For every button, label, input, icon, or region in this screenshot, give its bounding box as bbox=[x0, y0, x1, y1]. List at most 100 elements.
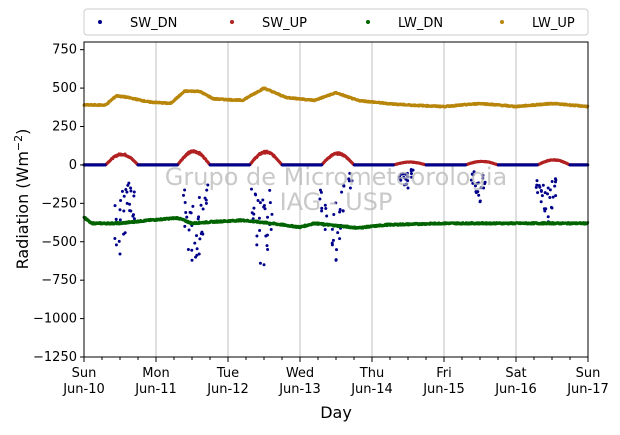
x-tick-label-date: Jun-11 bbox=[134, 382, 177, 397]
SW_DN-point bbox=[334, 248, 338, 252]
SW_DN-point bbox=[193, 241, 197, 245]
SW_DN-point bbox=[536, 191, 540, 195]
SW_DN-point bbox=[187, 228, 191, 232]
SW_DN-point bbox=[199, 203, 203, 207]
SW_DN-point bbox=[190, 258, 194, 262]
watermark-line-1: Grupo de Micrometeorologia bbox=[165, 163, 507, 191]
SW_DN-point bbox=[126, 183, 130, 187]
SW_DN-point bbox=[545, 192, 549, 196]
SW_DN-point bbox=[132, 190, 136, 194]
series-SW_DN bbox=[82, 163, 590, 267]
legend-label-LW_UP: LW_UP bbox=[532, 16, 575, 31]
SW_DN-point bbox=[183, 224, 187, 228]
SW_DN-point bbox=[474, 191, 478, 195]
legend-label-LW_DN: LW_DN bbox=[398, 16, 443, 31]
y-tick-label: −250 bbox=[41, 196, 77, 211]
x-axis-label: Day bbox=[320, 403, 352, 422]
legend-label-SW_DN: SW_DN bbox=[130, 16, 177, 31]
x-tick-label-day: Wed bbox=[286, 366, 314, 381]
SW_DN-point bbox=[103, 163, 107, 167]
x-tick-label-date: Jun-10 bbox=[62, 382, 105, 397]
series-LW_UP bbox=[82, 86, 590, 109]
y-tick-label: 500 bbox=[52, 81, 77, 96]
SW_DN-point bbox=[478, 200, 482, 204]
SW_DN-point bbox=[203, 196, 207, 200]
SW_DN-point bbox=[250, 211, 254, 215]
SW_DN-point bbox=[336, 231, 340, 235]
SW_DN-point bbox=[540, 194, 544, 198]
series-LW_DN bbox=[82, 215, 590, 230]
SW_DN-point bbox=[247, 163, 251, 167]
SW_DN-point bbox=[266, 215, 270, 219]
SW_DN-point bbox=[181, 193, 185, 197]
x-tick-label-date: Jun-14 bbox=[350, 382, 393, 397]
SW_DN-point bbox=[554, 194, 558, 198]
SW_DN-point bbox=[114, 217, 118, 221]
y-tick-label: 0 bbox=[69, 158, 77, 173]
SW_DN-point bbox=[185, 215, 189, 219]
SW_DN-point bbox=[535, 163, 539, 167]
x-tick-label-day: Mon bbox=[142, 366, 169, 381]
legend-label-SW_UP: SW_UP bbox=[262, 16, 307, 31]
SW_DN-point bbox=[330, 243, 334, 247]
SW_DN-point bbox=[534, 185, 538, 189]
SW_DN-point bbox=[265, 233, 269, 237]
SW_DN-point bbox=[256, 198, 260, 202]
SW_DN-point bbox=[258, 229, 262, 233]
watermark: Grupo de Micrometeorologia IAG - USP bbox=[165, 163, 507, 216]
y-tick-label: 750 bbox=[52, 43, 77, 58]
SW_DN-point bbox=[548, 196, 552, 200]
SW_DN-point bbox=[184, 211, 188, 215]
SW_DN-point bbox=[334, 258, 338, 262]
SW_DN-point bbox=[201, 232, 205, 236]
SW_DN-point bbox=[204, 201, 208, 205]
SW_DN-point bbox=[541, 183, 545, 187]
SW_DN-point bbox=[253, 192, 257, 196]
SW_DN-point bbox=[117, 239, 121, 243]
SW_DN-point bbox=[268, 201, 272, 205]
SW_DN-point bbox=[550, 179, 554, 183]
SW_DN-point bbox=[118, 208, 122, 212]
legend-marker-LW_UP bbox=[500, 20, 504, 24]
SW_DN-point bbox=[550, 206, 554, 210]
x-axis-ticks: SunJun-10MonJun-11TueJun-12WedJun-13ThuJ… bbox=[62, 357, 609, 397]
y-axis-label-close: ) bbox=[13, 129, 32, 135]
SW_DN-point bbox=[129, 186, 133, 190]
SW_DN-point bbox=[196, 217, 200, 221]
SW_DN-point bbox=[194, 234, 198, 238]
x-tick-label-day: Sat bbox=[505, 366, 526, 381]
SW_DN-point bbox=[118, 252, 122, 256]
SW_DN-point bbox=[128, 202, 132, 206]
SW_DN-point bbox=[331, 238, 335, 242]
x-tick-label-date: Jun-15 bbox=[422, 382, 465, 397]
y-tick-label: −1250 bbox=[33, 350, 77, 365]
SW_DN-point bbox=[330, 227, 334, 231]
SW_DN-point bbox=[201, 207, 205, 211]
SW_DN-point bbox=[114, 243, 118, 247]
x-tick-label-date: Jun-16 bbox=[494, 382, 537, 397]
y-axis-label-text: Radiation (Wm bbox=[13, 151, 32, 269]
x-tick-label-day: Sun bbox=[72, 366, 97, 381]
SW_DN-point bbox=[113, 237, 117, 241]
SW_DN-point bbox=[122, 232, 126, 236]
SW_DN-point bbox=[258, 201, 262, 205]
SW_DN-point bbox=[197, 196, 201, 200]
SW_DN-point bbox=[197, 252, 201, 256]
SW_DN-point bbox=[477, 193, 481, 197]
y-axis-ticks: 750 500 250 0 −250 −500 −750 −1000 −1250 bbox=[33, 43, 84, 365]
SW_DN-point bbox=[257, 216, 261, 220]
grid-lines bbox=[155, 42, 517, 357]
SW_DN-point bbox=[129, 189, 133, 193]
legend-marker-LW_DN bbox=[366, 20, 370, 24]
SW_DN-point bbox=[553, 184, 557, 188]
y-axis-label: Radiation (Wm−2) bbox=[12, 129, 32, 270]
SW_DN-point bbox=[255, 234, 259, 238]
SW_DN-point bbox=[535, 179, 539, 183]
SW_DN-point bbox=[194, 255, 198, 259]
SW_DN-point bbox=[546, 215, 550, 219]
y-axis-label-exponent: −2 bbox=[12, 135, 25, 151]
x-tick-label-day: Tue bbox=[216, 366, 239, 381]
SW_DN-point bbox=[132, 194, 136, 198]
SW_DN-point bbox=[270, 212, 274, 216]
legend: SW_DN SW_UP LW_DN LW_UP bbox=[83, 8, 589, 36]
